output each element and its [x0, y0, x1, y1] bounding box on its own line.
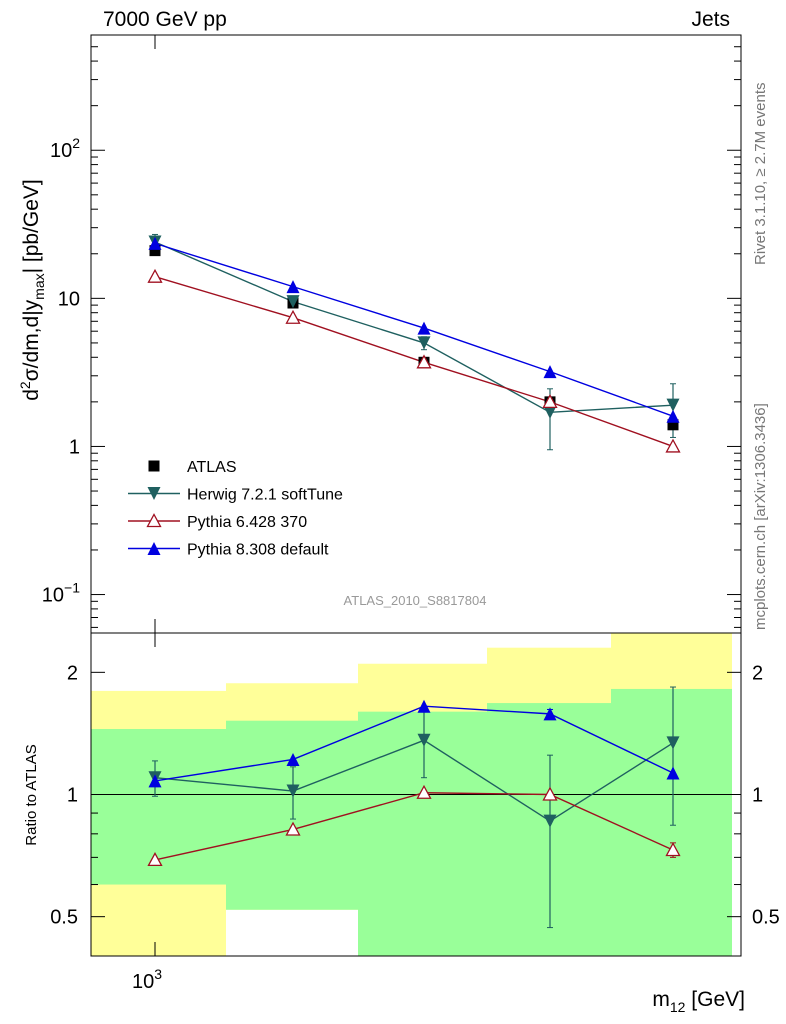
ratio-panel-series	[147, 686, 681, 929]
data-point	[147, 852, 163, 867]
data-point	[667, 419, 679, 431]
data-point	[416, 354, 432, 369]
legend-label: Herwig 7.2.1 softTune	[187, 487, 343, 504]
data-point	[666, 766, 680, 780]
legend-label: ATLAS	[187, 459, 237, 476]
data-point	[543, 814, 557, 828]
series-pythia-6-428-370	[154, 276, 674, 448]
data-point	[417, 336, 431, 350]
band-inner	[358, 711, 487, 956]
data-point	[543, 405, 557, 419]
ytick-label: 2	[67, 662, 78, 684]
series-line	[154, 276, 674, 448]
markers-herwig-7-2-1-softtune	[148, 235, 680, 419]
ratio-series-pythia-8-308-default	[148, 699, 680, 788]
band-inner	[487, 703, 611, 956]
ytick-label-right: 1	[752, 785, 763, 807]
legend-entry: Herwig 7.2.1 softTune	[128, 487, 343, 504]
data-point	[147, 268, 163, 283]
data-point	[542, 786, 558, 801]
rivet-credit: Rivet 3.1.10, ≥ 2.7M events	[752, 83, 769, 266]
ytick-label: 1	[67, 785, 78, 807]
legend-marker	[147, 542, 161, 555]
xlabel: m12 [GeV]	[652, 988, 745, 1015]
legend-entry: ATLAS	[148, 459, 237, 476]
data-point	[417, 699, 431, 713]
ytick-label: 102	[50, 135, 80, 162]
data-point	[665, 842, 681, 857]
main-panel-axes: 10−1 1 10 102	[42, 34, 742, 647]
data-point	[148, 236, 162, 250]
data-point	[417, 733, 431, 747]
data-point	[286, 280, 300, 294]
data-point	[286, 752, 300, 766]
ytick-label: 1	[69, 436, 80, 458]
legend-marker	[146, 513, 162, 528]
series-line	[154, 242, 674, 417]
data-point	[149, 245, 161, 257]
markers-pythia-6-428-370	[147, 268, 681, 453]
mcplots-credit: mcplots.cern.ch [arXiv:1306.3436]	[752, 403, 769, 630]
data-point	[285, 821, 301, 836]
legend-entry: Pythia 8.308 default	[128, 542, 329, 559]
process-label: 7000 GeV pp	[103, 8, 227, 31]
legend-label: Pythia 6.428 370	[187, 514, 307, 531]
data-point	[417, 321, 431, 335]
data-point	[286, 295, 300, 309]
svg-text:d2σ/dm,d|ymax| [pb/GeV]: d2σ/dm,d|ymax| [pb/GeV]	[17, 179, 47, 401]
ytick-label: 0.5	[50, 907, 78, 929]
data-point	[416, 784, 432, 799]
ytick-label: 10	[58, 288, 80, 310]
data-point	[286, 784, 300, 798]
legend-marker	[147, 487, 161, 500]
band-inner	[226, 720, 358, 910]
legend-entry: Pythia 6.428 370	[128, 513, 307, 531]
main-panel-series	[147, 233, 681, 453]
ratio-series-pythia-6-428-370	[147, 784, 681, 867]
ytick-label: 10−1	[42, 580, 80, 607]
legend: ATLAS Herwig 7.2.1 softTune Pythia 6.428 3…	[128, 459, 343, 559]
data-point	[543, 365, 557, 379]
main-ylabel: d2σ/dm,d|ymax| [pb/GeV]	[17, 179, 47, 401]
data-point	[666, 736, 680, 750]
ratio-ylabel: Ratio to ATLAS	[23, 744, 40, 845]
xtick-label: 103	[132, 966, 162, 993]
markers-atlas	[149, 245, 679, 431]
legend-marker	[148, 460, 160, 472]
ratio-series-herwig-7-2-1-softtune	[148, 686, 680, 929]
data-point	[285, 309, 301, 324]
legend-label: Pythia 8.308 default	[187, 542, 329, 559]
ytick-label-right: 2	[752, 662, 763, 684]
data-point	[665, 438, 681, 453]
data-point	[148, 774, 162, 788]
markers-pythia-8-308-default	[148, 236, 680, 423]
ytick-label-right: 0.5	[752, 907, 780, 929]
analysis-watermark: ATLAS_2010_S8817804	[344, 593, 487, 608]
series-pythia-8-308-default	[154, 242, 674, 417]
data-point	[666, 398, 680, 412]
analysis-category-label: Jets	[691, 8, 730, 31]
data-point	[666, 409, 680, 423]
data-point	[542, 393, 558, 409]
data-point	[543, 707, 557, 721]
band-inner	[611, 688, 732, 956]
